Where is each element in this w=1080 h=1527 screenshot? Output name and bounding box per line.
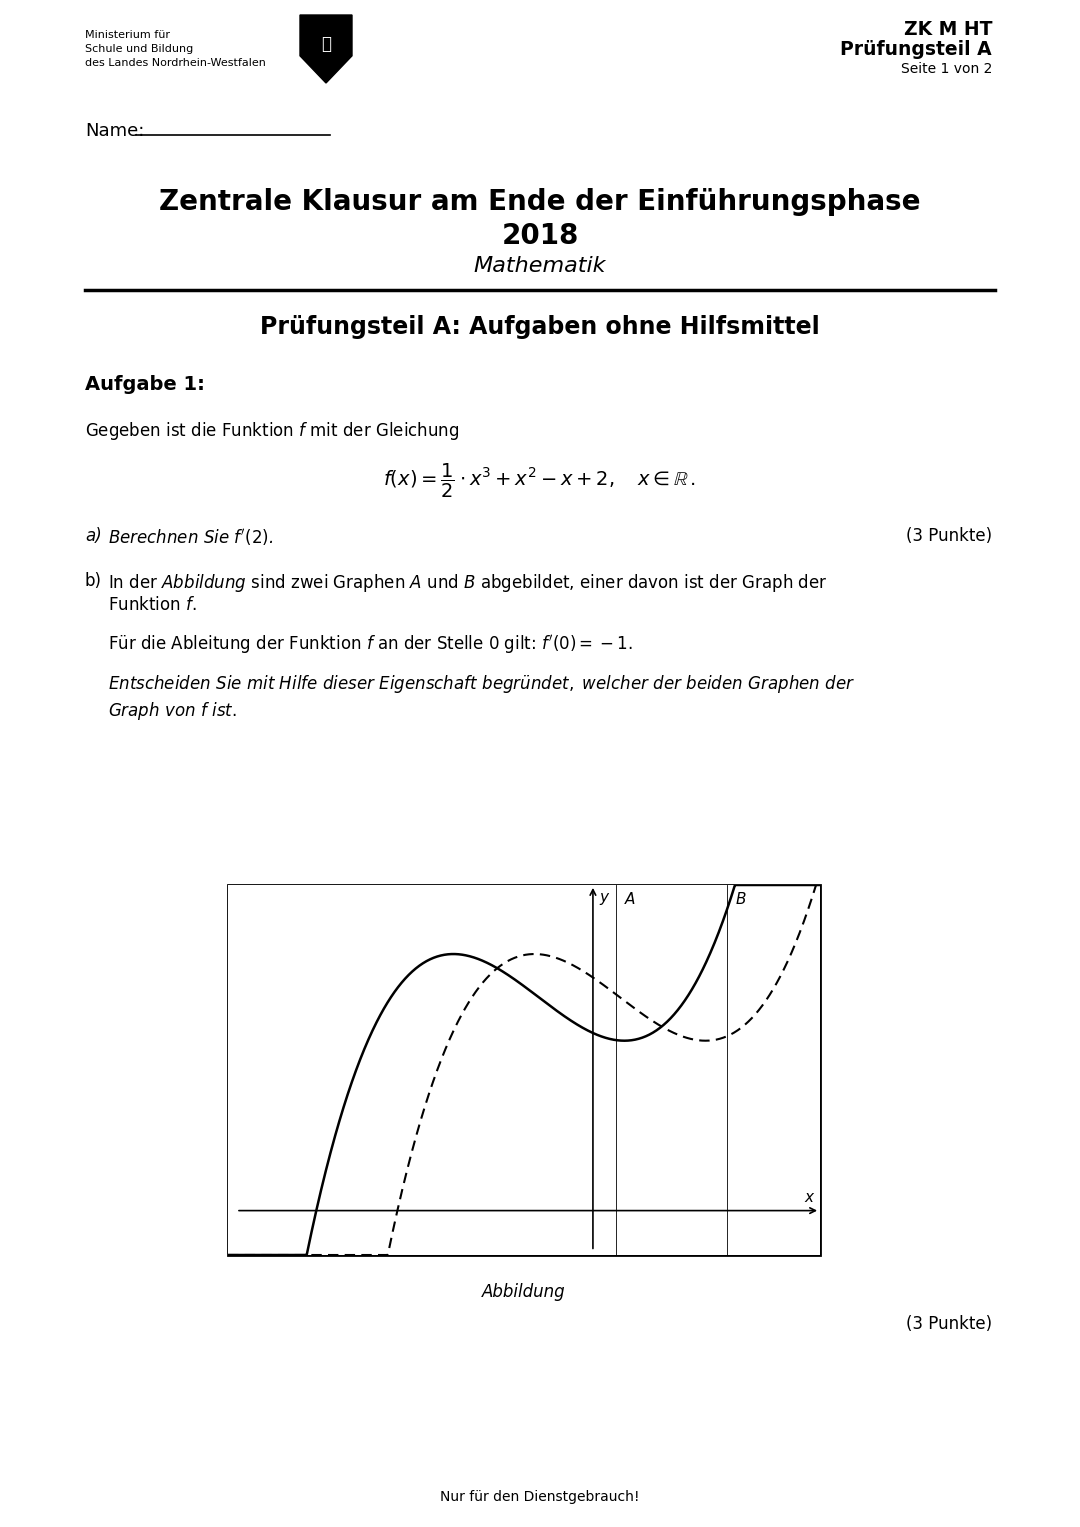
Text: $\it{Entscheiden\ Sie\ mit\ Hilfe\ dieser\ Eigenschaft\ begründet,\ welcher\ der: $\it{Entscheiden\ Sie\ mit\ Hilfe\ diese… — [108, 673, 855, 695]
Text: $x$: $x$ — [805, 1190, 816, 1205]
Text: Abbildung: Abbildung — [482, 1283, 566, 1301]
Text: Funktion $f$.: Funktion $f$. — [108, 596, 197, 614]
Text: In der $\it{Abbildung}$ sind zwei Graphen $A$ und $B$ abgebildet, einer davon is: In der $\it{Abbildung}$ sind zwei Graphe… — [108, 573, 827, 594]
Text: Schule und Bildung: Schule und Bildung — [85, 44, 193, 53]
Text: Aufgabe 1:: Aufgabe 1: — [85, 376, 205, 394]
Text: des Landes Nordrhein-Westfalen: des Landes Nordrhein-Westfalen — [85, 58, 266, 69]
Text: a): a) — [85, 527, 102, 545]
Text: (3 Punkte): (3 Punkte) — [906, 527, 993, 545]
Text: Zentrale Klausur am Ende der Einführungsphase: Zentrale Klausur am Ende der Einführungs… — [159, 188, 921, 215]
Text: Ministerium für: Ministerium für — [85, 31, 170, 40]
Text: $B$: $B$ — [734, 890, 746, 907]
Polygon shape — [300, 15, 352, 82]
Text: (3 Punkte): (3 Punkte) — [906, 1315, 993, 1333]
Text: b): b) — [85, 573, 102, 589]
Text: Mathematik: Mathematik — [474, 257, 606, 276]
Text: $f\left(x\right)=\dfrac{1}{2}\cdot x^3+x^2-x+2,\quad x\in\mathbb{R}\,.$: $f\left(x\right)=\dfrac{1}{2}\cdot x^3+x… — [383, 463, 697, 499]
Text: Nur für den Dienstgebrauch!: Nur für den Dienstgebrauch! — [441, 1490, 639, 1504]
Text: Prüfungsteil A: Prüfungsteil A — [840, 40, 993, 60]
Text: ZK M HT: ZK M HT — [904, 20, 993, 40]
Text: $A$: $A$ — [624, 890, 636, 907]
Text: Name:: Name: — [85, 122, 145, 140]
Text: $\it{Berechnen\ Sie}$ $f'(2)$.: $\it{Berechnen\ Sie}$ $f'(2)$. — [108, 527, 273, 548]
Text: $\it{Graph\ von\ f\ ist.}$: $\it{Graph\ von\ f\ ist.}$ — [108, 699, 237, 722]
Text: $y$: $y$ — [599, 890, 611, 907]
Text: Gegeben ist die Funktion $f$ mit der Gleichung: Gegeben ist die Funktion $f$ mit der Gle… — [85, 420, 459, 441]
Text: 2018: 2018 — [501, 221, 579, 250]
Text: Für die Ableitung der Funktion $f$ an der Stelle 0 gilt: $f'(0) = -1$.: Für die Ableitung der Funktion $f$ an de… — [108, 634, 633, 657]
Bar — [228, 886, 820, 1255]
Text: 🐴: 🐴 — [321, 35, 330, 52]
Text: Prüfungsteil A: Aufgaben ohne Hilfsmittel: Prüfungsteil A: Aufgaben ohne Hilfsmitte… — [260, 315, 820, 339]
Text: Seite 1 von 2: Seite 1 von 2 — [901, 63, 993, 76]
